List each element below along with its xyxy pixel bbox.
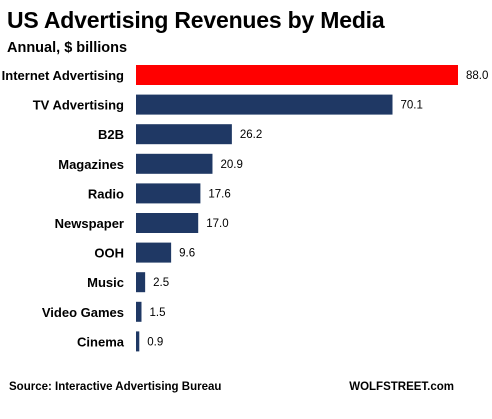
category-label-magazines: Magazines	[58, 157, 124, 172]
bar-chart: Internet Advertising 88.0 TV Advertising 70…	[2, 65, 488, 352]
category-label-ooh: OOH	[94, 246, 124, 261]
value-label-newspaper: 17.0	[206, 218, 228, 230]
category-label-internet-advertising: Internet Advertising	[2, 68, 124, 83]
bar-cinema	[136, 331, 140, 352]
category-label-cinema: Cinema	[77, 334, 125, 349]
category-label-music: Music	[87, 275, 124, 290]
bar-internet-advertising	[136, 65, 458, 85]
bar-tv-advertising	[136, 94, 393, 115]
bar-radio	[136, 183, 201, 204]
category-label-b2b: B2B	[98, 127, 124, 142]
value-label-ooh: 9.6	[179, 248, 195, 260]
value-label-internet-advertising: 88.0	[466, 70, 488, 82]
bar-b2b	[136, 124, 232, 145]
bar-music	[136, 272, 146, 293]
category-label-radio: Radio	[88, 186, 124, 201]
category-label-video-games: Video Games	[42, 305, 124, 320]
value-label-tv-advertising: 70.1	[401, 100, 423, 112]
chart-title: US Advertising Revenues by Media	[7, 7, 385, 33]
value-label-b2b: 26.2	[240, 129, 262, 141]
value-label-magazines: 20.9	[220, 159, 242, 171]
value-label-radio: 17.6	[208, 188, 230, 200]
value-label-video-games: 1.5	[149, 307, 165, 319]
category-label-tv-advertising: TV Advertising	[33, 98, 124, 113]
chart-subtitle: Annual, $ billions	[7, 40, 128, 56]
site-credit: WOLFSTREET.com	[349, 381, 454, 393]
source-note: Source: Interactive Advertising Bureau	[9, 381, 222, 393]
bar-magazines	[136, 153, 213, 174]
category-label-newspaper: Newspaper	[55, 216, 124, 231]
bar-ooh	[136, 242, 172, 263]
bar-newspaper	[136, 213, 199, 233]
value-label-music: 2.5	[153, 277, 169, 289]
value-label-cinema: 0.9	[147, 336, 163, 348]
bar-video-games	[136, 301, 142, 322]
